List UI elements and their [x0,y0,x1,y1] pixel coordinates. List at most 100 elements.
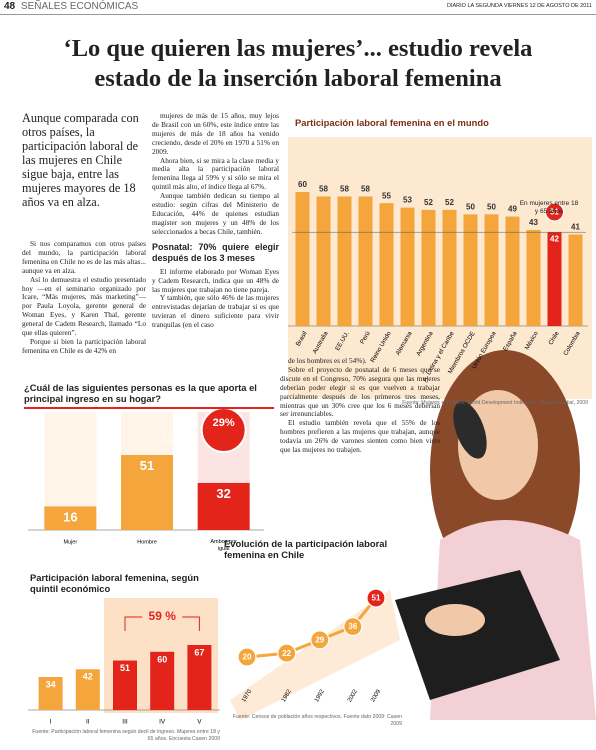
value-label: 49 [508,205,517,214]
header-bar [0,0,596,14]
bar [121,455,173,530]
bar [547,232,562,326]
bar [505,216,520,326]
value-label: 42 [550,235,559,244]
bar [442,209,457,326]
value-label: 32 [216,486,230,501]
point [277,643,297,663]
source: Fuente: Mujeres + 15 años, World Develop… [402,400,588,406]
value-label: 29 [315,636,324,645]
x-tick-label: II [86,719,90,726]
subhead: Posnatal: 70% quiere elegir después de l… [152,241,279,263]
lead: Aunque comparada con otros países, la pa… [22,111,139,209]
value-label: 51 [372,594,381,603]
column-part: mujeres de más de 15 años, muy lejos de … [152,111,279,237]
bar [38,677,63,710]
bar [197,482,250,530]
chart-title: ¿Cuál de las siguientes personas es la q… [24,382,274,409]
value-label: 16 [63,510,77,525]
value-label: 43 [529,218,538,227]
annotation-value: 51 [550,208,559,217]
value-label: 51 [120,663,130,673]
x-tick-label: Ambos por igual [210,539,237,552]
bar [337,196,352,326]
bar [568,234,583,326]
x-tick-label: III [122,719,128,726]
bar [75,669,100,710]
value-label: 34 [46,679,56,689]
bracket-label-bg [142,609,183,625]
x-tick-label: Hombre [137,539,157,545]
bar [526,229,541,326]
value-label: 22 [282,649,291,658]
x-tick-label: I [50,719,52,726]
annotation-marker [200,407,247,453]
x-tick-label: 2002 [347,688,359,703]
paragraph: Si nos comparamos con otros países del m… [22,239,146,275]
bar [295,192,310,326]
annotation: En mujeres entre 18 y 65 años [519,200,579,215]
x-tick-label: 1992 [314,688,326,703]
section-name: SEÑALES ECONÓMICAS [20,1,139,12]
paragraph: Aunque también dedican su tiempo al estu… [152,191,279,236]
value-label: 67 [194,647,204,657]
paragraph: Y también, que sólo 46% de las mujeres e… [152,293,279,330]
page-number: 48 [4,1,16,12]
paragraph: Ahora bien, si se mira a la clase media … [152,155,279,192]
annotation-marker [544,202,565,222]
paragraph: mujeres de más de 15 años, muy lejos de … [152,111,279,156]
column-part: El informe elaborado por Woman Eyes y Ca… [152,266,279,330]
point [237,647,257,667]
x-tick-label-line: igual [218,546,230,552]
value-label: 51 [140,458,154,473]
annotation-value: 29% [213,417,235,429]
point [343,616,363,637]
value-label: 58 [319,185,328,194]
value-label: 60 [298,180,307,189]
value-label: 53 [403,196,412,205]
chart-title: Evolución de la participación laboral fe… [224,538,388,560]
value-label: 50 [487,202,496,211]
paper-info: DIARIO LA SEGUNDA VIERNES 12 DE AGOSTO D… [447,3,592,9]
source: Fuente: Participación laboral femenina s… [32,729,220,742]
paragraph: Porque si bien la participación laboral … [22,336,146,355]
paragraph: Sobre el proyecto de posnatal de 6 meses… [280,364,440,419]
bar [150,651,175,710]
bar [113,660,137,710]
paragraph: Así lo demuestra el estudio presentado h… [22,274,146,338]
value-label: 55 [382,191,391,200]
value-label: 20 [243,653,252,662]
value-label: 50 [466,202,475,211]
point [366,588,386,608]
x-tick-label: Mujer [63,539,77,545]
bar [187,645,212,710]
annotation: de los hombres opina lo mismo [161,433,193,444]
bar [358,196,373,326]
column: mujeres de más de 15 años, muy lejos de … [152,111,279,330]
paragraph: de los hombres es el 54%). [288,356,367,365]
bar [484,214,499,326]
bar [400,207,415,326]
x-tick-label-line: Ambos por [210,539,237,545]
photo [395,350,596,720]
bar [421,209,436,326]
x-tick-label: IV [159,719,166,726]
header-left: 48 SEÑALES ECONÓMICAS [4,1,138,13]
chart-title: Participación laboral femenina en el mun… [295,117,489,128]
value-label: 52 [424,198,433,207]
x-tick-label: 2009 [370,688,382,703]
paragraph: El estudio también revela que el 55% de … [280,418,440,455]
column: de los hombres es el 54%). Sobre el proye… [280,356,440,455]
bar [463,214,478,326]
source: Fuente: Censos de población años respect… [232,714,402,727]
value-label: 58 [361,185,370,194]
value-label: 36 [348,622,357,631]
bar [316,196,331,326]
value-label: 60 [157,654,167,664]
bar [44,506,97,530]
paragraph: El informe elaborado por Woman Eyes y Ca… [152,266,279,294]
value-label: 52 [445,198,454,207]
value-label: 41 [571,223,580,232]
